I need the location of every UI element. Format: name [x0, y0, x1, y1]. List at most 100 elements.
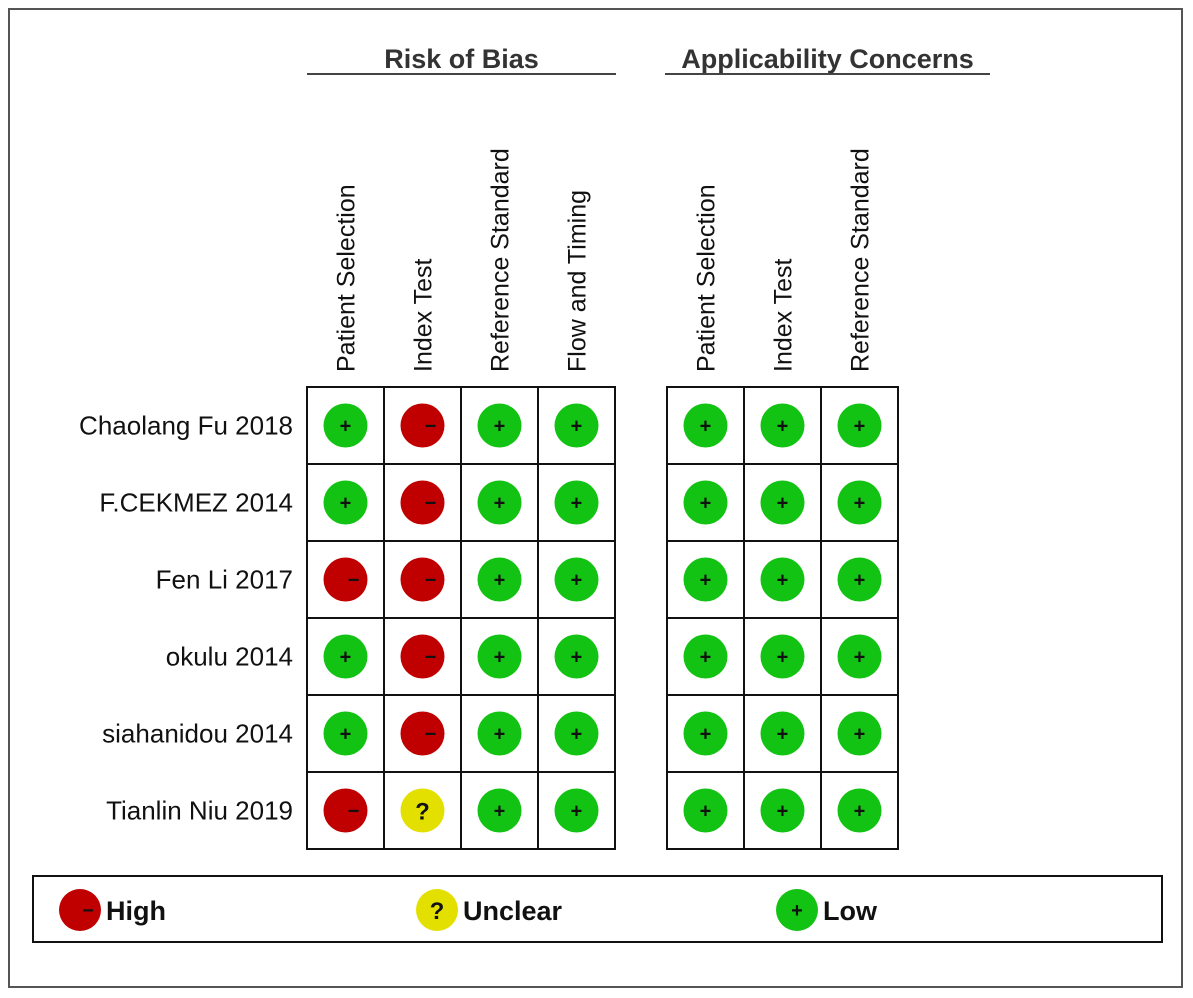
low-symbol: +: [340, 416, 352, 438]
high-symbol: −: [425, 570, 437, 592]
column-label-flow-and-timing: Flow and Timing: [564, 190, 592, 372]
low-circle: [554, 788, 599, 833]
judgement-high-siahanidou-2014-index-test: −: [400, 711, 445, 756]
low-circle: [477, 557, 522, 602]
low-symbol: +: [571, 416, 583, 438]
study-label-okulu-2014: okulu 2014: [166, 642, 293, 672]
low-symbol: +: [854, 570, 866, 592]
low-circle: [683, 711, 728, 756]
legend-item-high: − High: [59, 889, 166, 931]
judgement-low-chaolang-fu-2018-patient-selection: +: [683, 403, 728, 448]
judgement-low-chaolang-fu-2018-index-test: +: [760, 403, 805, 448]
legend-item-unclear: ? Unclear: [416, 889, 563, 931]
group-title-risk-of-bias: Risk of Bias: [384, 44, 539, 74]
legend-high-circle: [59, 889, 101, 931]
judgement-low-fen-li-2017-reference-standard: +: [477, 557, 522, 602]
low-circle: [683, 557, 728, 602]
low-circle: [837, 711, 882, 756]
low-symbol: +: [777, 570, 789, 592]
judgement-low-fen-li-2017-reference-standard: +: [837, 557, 882, 602]
low-symbol: +: [777, 493, 789, 515]
judgement-low-siahanidou-2014-flow-and-timing: +: [554, 711, 599, 756]
low-symbol: +: [854, 647, 866, 669]
low-circle: [323, 711, 368, 756]
judgement-high-chaolang-fu-2018-index-test: −: [400, 403, 445, 448]
low-symbol: +: [571, 493, 583, 515]
low-circle: [554, 711, 599, 756]
low-symbol: +: [494, 493, 506, 515]
judgement-low-tianlin-niu-2019-flow-and-timing: +: [554, 788, 599, 833]
low-symbol: +: [571, 724, 583, 746]
group-title-applicability-concerns: Applicability Concerns: [681, 44, 974, 74]
study-label-fen-li-2017: Fen Li 2017: [156, 565, 293, 595]
legend-label-unclear: Unclear: [463, 896, 563, 926]
judgement-low-f-cekmez-2014-patient-selection: +: [683, 480, 728, 525]
low-symbol: +: [340, 493, 352, 515]
low-circle: [760, 788, 805, 833]
low-circle: [760, 480, 805, 525]
low-circle: [837, 480, 882, 525]
low-circle: [683, 788, 728, 833]
judgement-low-tianlin-niu-2019-patient-selection: +: [683, 788, 728, 833]
legend-unclear-circle: [416, 889, 458, 931]
column-label-index-test: Index Test: [770, 258, 798, 372]
low-symbol: +: [700, 647, 712, 669]
low-circle: [683, 403, 728, 448]
legend-label-low: Low: [823, 896, 878, 926]
low-symbol: +: [700, 493, 712, 515]
study-label-f-cekmez-2014: F.CEKMEZ 2014: [99, 488, 293, 518]
legend-unclear-symbol: ?: [430, 898, 445, 925]
high-circle: [323, 557, 368, 602]
judgement-low-okulu-2014-patient-selection: +: [683, 634, 728, 679]
low-circle: [477, 711, 522, 756]
judgement-low-siahanidou-2014-reference-standard: +: [477, 711, 522, 756]
study-label-tianlin-niu-2019: Tianlin Niu 2019: [106, 796, 293, 826]
low-symbol: +: [494, 724, 506, 746]
low-circle: [554, 634, 599, 679]
judgement-low-okulu-2014-patient-selection: +: [323, 634, 368, 679]
low-symbol: +: [854, 493, 866, 515]
judgement-low-okulu-2014-reference-standard: +: [837, 634, 882, 679]
judgement-low-fen-li-2017-patient-selection: +: [683, 557, 728, 602]
judgement-low-tianlin-niu-2019-reference-standard: +: [837, 788, 882, 833]
column-label-patient-selection: Patient Selection: [693, 184, 721, 372]
high-circle: [400, 480, 445, 525]
legend-low-circle: [776, 889, 818, 931]
low-symbol: +: [340, 724, 352, 746]
low-symbol: +: [777, 647, 789, 669]
high-circle: [400, 557, 445, 602]
low-circle: [837, 634, 882, 679]
judgement-low-fen-li-2017-index-test: +: [760, 557, 805, 602]
low-symbol: +: [340, 647, 352, 669]
judgement-low-f-cekmez-2014-patient-selection: +: [323, 480, 368, 525]
low-circle: [323, 480, 368, 525]
low-circle: [323, 403, 368, 448]
judgement-high-f-cekmez-2014-index-test: −: [400, 480, 445, 525]
low-symbol: +: [494, 647, 506, 669]
low-circle: [554, 557, 599, 602]
judgement-low-siahanidou-2014-index-test: +: [760, 711, 805, 756]
judgement-high-okulu-2014-index-test: −: [400, 634, 445, 679]
low-circle: [477, 788, 522, 833]
low-circle: [554, 403, 599, 448]
judgement-high-fen-li-2017-patient-selection: −: [323, 557, 368, 602]
study-label-chaolang-fu-2018: Chaolang Fu 2018: [79, 411, 293, 441]
high-symbol: −: [425, 493, 437, 515]
low-symbol: +: [700, 416, 712, 438]
high-symbol: −: [425, 416, 437, 438]
low-symbol: +: [777, 724, 789, 746]
legend-high-symbol: −: [82, 900, 94, 922]
column-label-reference-standard: Reference Standard: [847, 148, 875, 372]
judgement-low-siahanidou-2014-patient-selection: +: [683, 711, 728, 756]
low-circle: [554, 480, 599, 525]
column-label-reference-standard: Reference Standard: [487, 148, 515, 372]
judgement-low-chaolang-fu-2018-reference-standard: +: [477, 403, 522, 448]
low-symbol: +: [700, 801, 712, 823]
low-circle: [837, 788, 882, 833]
low-symbol: +: [571, 801, 583, 823]
low-circle: [837, 557, 882, 602]
low-symbol: +: [777, 801, 789, 823]
high-circle: [400, 634, 445, 679]
unclear-circle: [400, 788, 445, 833]
high-circle: [323, 788, 368, 833]
